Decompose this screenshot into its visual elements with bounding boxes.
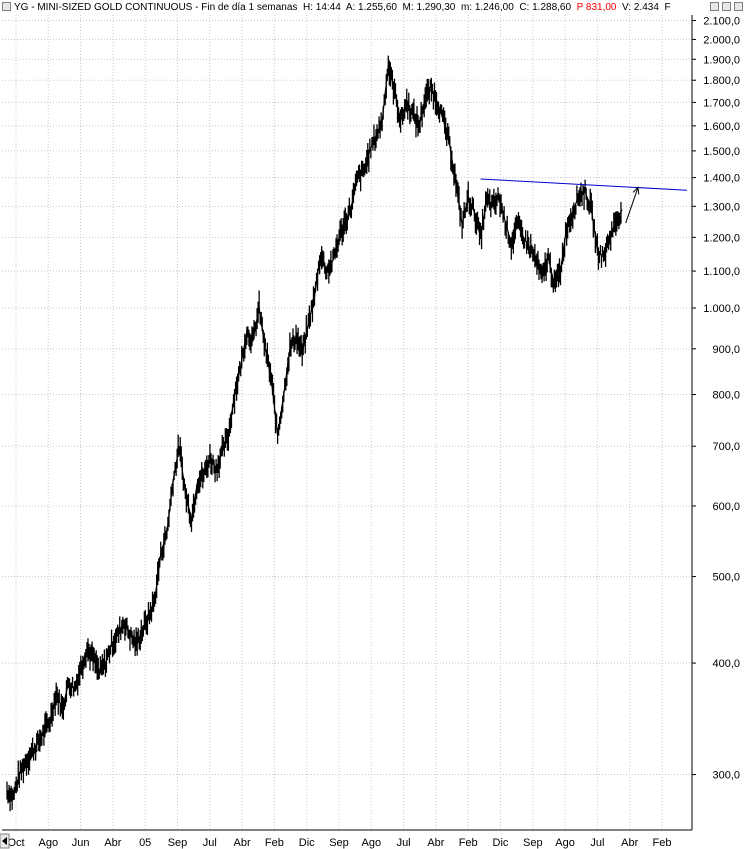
y-tick-label: 1.300,0 [703,201,740,213]
period: Fin de día 1 semanas [201,2,298,13]
x-tick-label: Abr [427,837,444,849]
x-tick-label: Jun [72,837,90,849]
stat-c: 1.288,60 [532,2,572,13]
x-tick-label: Ago [362,837,382,849]
y-tick-label: 1.200,0 [703,232,740,244]
grid [2,15,692,830]
y-tick-label: 900,0 [712,344,740,356]
x-tick-label: Dic [493,837,509,849]
scrollbar[interactable] [0,833,10,849]
price-line [6,65,623,799]
y-tick-label: 1.100,0 [703,266,740,278]
x-tick-label: Oct [7,837,24,849]
stat-a: 1.255,60 [358,2,397,13]
x-tick-label: Abr [621,837,638,849]
annotations [480,178,688,224]
x-tick-label: Jul [590,837,604,849]
y-tick-label: 1.500,0 [703,146,740,158]
y-tick-label: 400,0 [712,658,740,670]
y-tick-label: 500,0 [712,572,740,584]
x-tick-label: Sep [523,837,543,849]
x-tick-label: Jul [397,837,411,849]
x-tick-label: Sep [329,837,349,849]
instrument-name: MINI-SIZED GOLD CONTINUOUS [37,2,193,13]
x-tick-label: Feb [459,837,478,849]
x-tick-label: Sep [168,837,188,849]
trendline [480,178,688,191]
y-tick-label: 1.600,0 [703,121,740,133]
x-tick-label: Abr [234,837,251,849]
x-tick-label: 05 [139,837,151,849]
y-tick-label: 1.400,0 [703,173,740,185]
scroll-left-icon[interactable] [2,837,7,845]
y-tick-label: 700,0 [712,441,740,453]
y-tick-label: 1.800,0 [703,75,740,87]
price-series [6,55,623,812]
y-tick-label: 300,0 [712,770,740,782]
x-tick-label: Ago [39,837,59,849]
stat-m: 1.290,30 [416,2,456,13]
y-tick-label: 600,0 [712,501,740,513]
arrow-head [632,186,640,195]
stat-f: F [664,2,671,13]
arrow-shaft [625,187,639,224]
minimize-icon[interactable] [710,2,719,11]
close-icon[interactable] [734,2,743,11]
x-tick-label: Dic [299,837,315,849]
maximize-icon[interactable] [722,2,731,11]
stat-p: 831,00 [585,2,617,13]
y-tick-label: 800,0 [712,389,740,401]
x-tick-label: Ago [555,837,575,849]
x-tick-label: Feb [265,837,284,849]
y-tick-label: 1.900,0 [703,54,740,66]
chart-title-bar: YG - MINI-SIZED GOLD CONTINUOUS - Fin de… [0,0,748,15]
y-tick-label: 1.700,0 [703,97,740,109]
stat-h: 14:44 [315,2,341,13]
y-tick-label: 2.100,0 [703,15,740,27]
x-tick-label: Abr [104,837,121,849]
x-tick-label: Jul [203,837,217,849]
menu-icon[interactable] [2,2,11,11]
y-tick-label: 1.000,0 [703,303,740,315]
y-axis: 300,0 400,0 500,0 600,0 700,0 800,0 900,0 1.000… [691,15,740,830]
y-tick-label: 2.000,0 [703,34,740,46]
stat-v: 2.434 [633,2,659,13]
title-text: YG - MINI-SIZED GOLD CONTINUOUS - Fin de… [14,2,671,13]
stat-min: 1.246,00 [474,2,514,13]
x-tick-label: Feb [653,837,672,849]
x-axis: Oct Ago Jun Abr 05 Sep Jul Abr Feb Dic Sep Ago Jul Ab… [2,829,692,849]
symbol: YG [14,2,29,13]
